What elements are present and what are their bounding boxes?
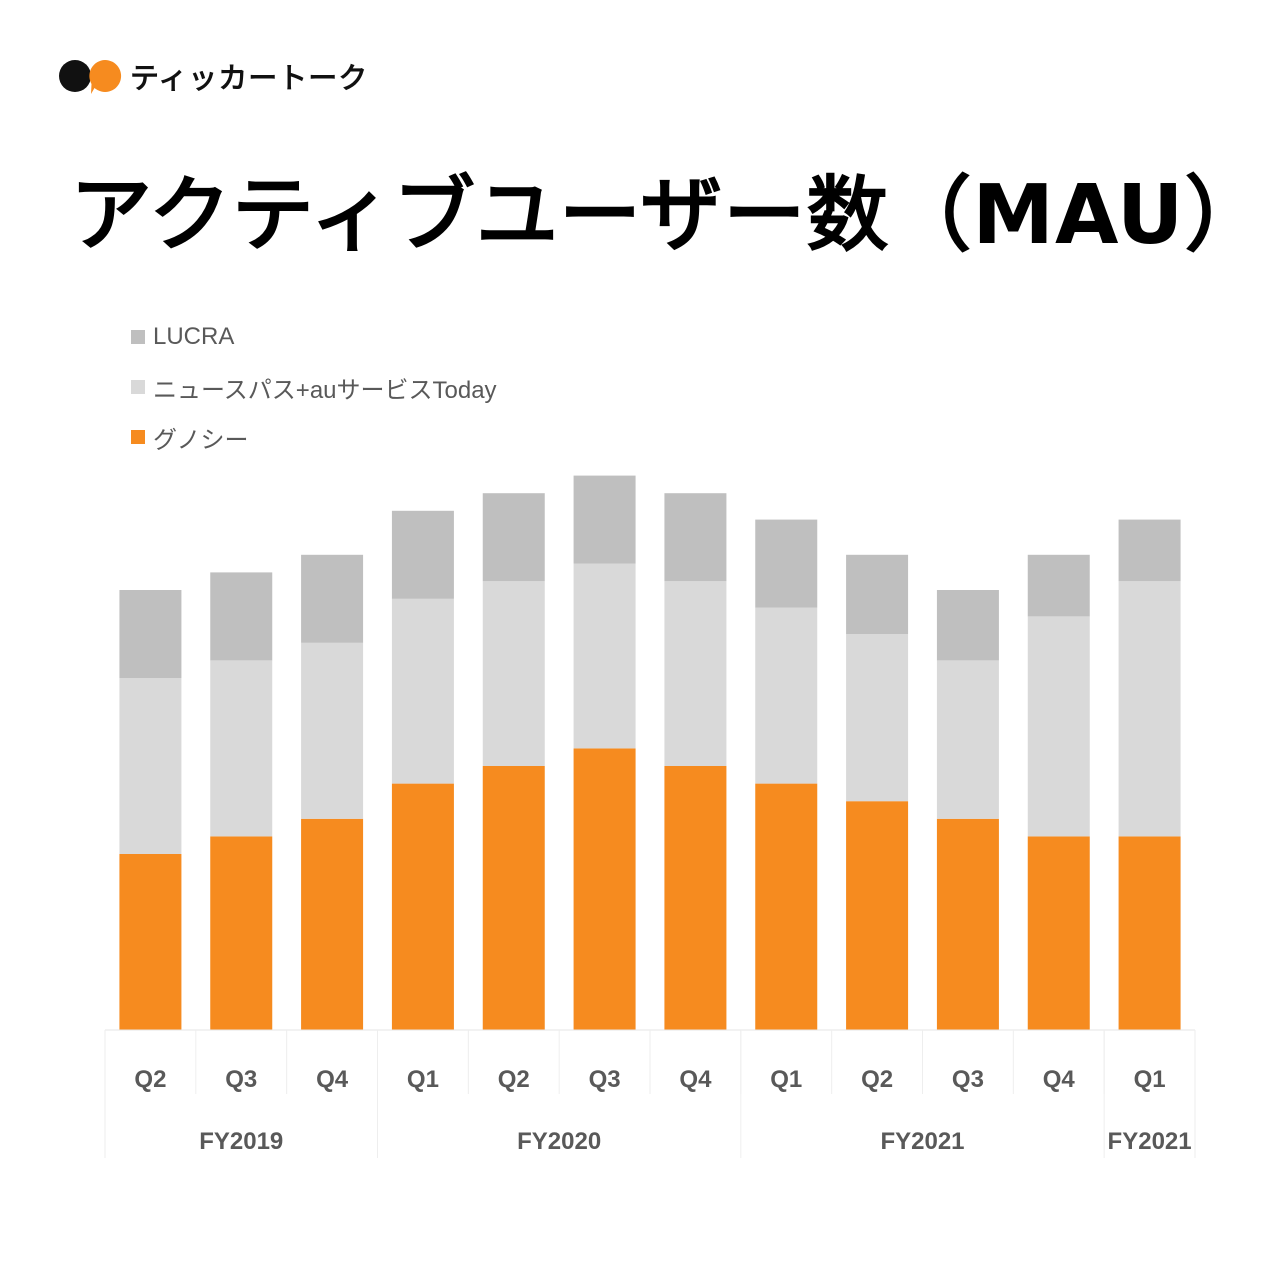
x-tick-label: Q3 (225, 1066, 257, 1093)
bar-news (482, 581, 545, 766)
legend-label-news: ニュースパス+auサービスToday (153, 376, 497, 404)
x-tick-label: Q2 (498, 1066, 530, 1093)
x-group-label: FY2021 (1108, 1128, 1192, 1155)
bar-gunosy (846, 801, 909, 1030)
x-tick-label: Q1 (770, 1066, 802, 1093)
bar-news (1027, 616, 1090, 837)
bar-lucra (1027, 554, 1090, 617)
bar-gunosy (301, 818, 364, 1030)
bar-gunosy (755, 783, 818, 1030)
x-tick-label: Q1 (407, 1066, 439, 1093)
x-tick-label: Q2 (134, 1066, 166, 1093)
x-group-label: FY2021 (880, 1128, 964, 1155)
bar-gunosy (1027, 836, 1090, 1030)
bar-gunosy (482, 766, 545, 1030)
bar-news (391, 598, 454, 784)
bar-lucra (846, 554, 909, 634)
bar-lucra (301, 554, 364, 643)
bar-lucra (1118, 519, 1181, 582)
x-tick-label: Q4 (679, 1066, 712, 1093)
bar-news (1118, 581, 1181, 837)
bar-news (664, 581, 727, 766)
bar-news (936, 660, 999, 819)
x-tick-label: Q3 (952, 1066, 984, 1093)
legend-swatch-news (131, 380, 145, 394)
bar-gunosy (210, 836, 273, 1030)
bar-lucra (755, 519, 818, 608)
bar-lucra (119, 590, 182, 678)
brand-header: ティッカートーク (58, 56, 368, 96)
bar-gunosy (391, 783, 454, 1030)
legend-item-news: ニュースパス+auサービスToday (131, 362, 497, 412)
bar-news (301, 642, 364, 819)
legend-item-lucra: LUCRA (131, 312, 497, 362)
bar-news (119, 678, 182, 854)
legend-label-gunosy: グノシー (153, 426, 249, 454)
bar-gunosy (573, 748, 636, 1030)
x-tick-label: Q1 (1134, 1066, 1166, 1093)
bar-lucra (391, 510, 454, 599)
bar-news (573, 563, 636, 749)
x-tick-label: Q2 (861, 1066, 893, 1093)
bar-gunosy (119, 854, 182, 1030)
bar-news (755, 607, 818, 784)
bar-lucra (210, 572, 273, 661)
legend-swatch-gunosy (131, 430, 145, 444)
x-tick-label: Q4 (316, 1066, 349, 1093)
x-tick-label: Q3 (589, 1066, 621, 1093)
x-group-label: FY2020 (517, 1128, 601, 1155)
bar-lucra (664, 493, 727, 582)
page-title: アクティブユーザー数（MAU） (70, 168, 1268, 263)
bar-lucra (573, 475, 636, 564)
legend-item-gunosy: グノシー (131, 412, 497, 462)
chart-legend: LUCRA ニュースパス+auサービスToday グノシー (131, 312, 497, 462)
legend-label-lucra: LUCRA (153, 323, 235, 350)
bar-gunosy (1118, 836, 1181, 1030)
bar-gunosy (664, 766, 727, 1030)
bar-gunosy (936, 818, 999, 1030)
bar-news (210, 660, 273, 837)
bar-news (846, 634, 909, 802)
legend-swatch-lucra (131, 330, 145, 344)
speech-bubbles-logo (59, 59, 122, 94)
brand-name: ティッカートーク (130, 61, 369, 95)
x-tick-label: Q4 (1043, 1066, 1076, 1093)
x-group-label: FY2019 (199, 1128, 283, 1155)
bar-lucra (482, 493, 545, 582)
bar-lucra (936, 590, 999, 661)
